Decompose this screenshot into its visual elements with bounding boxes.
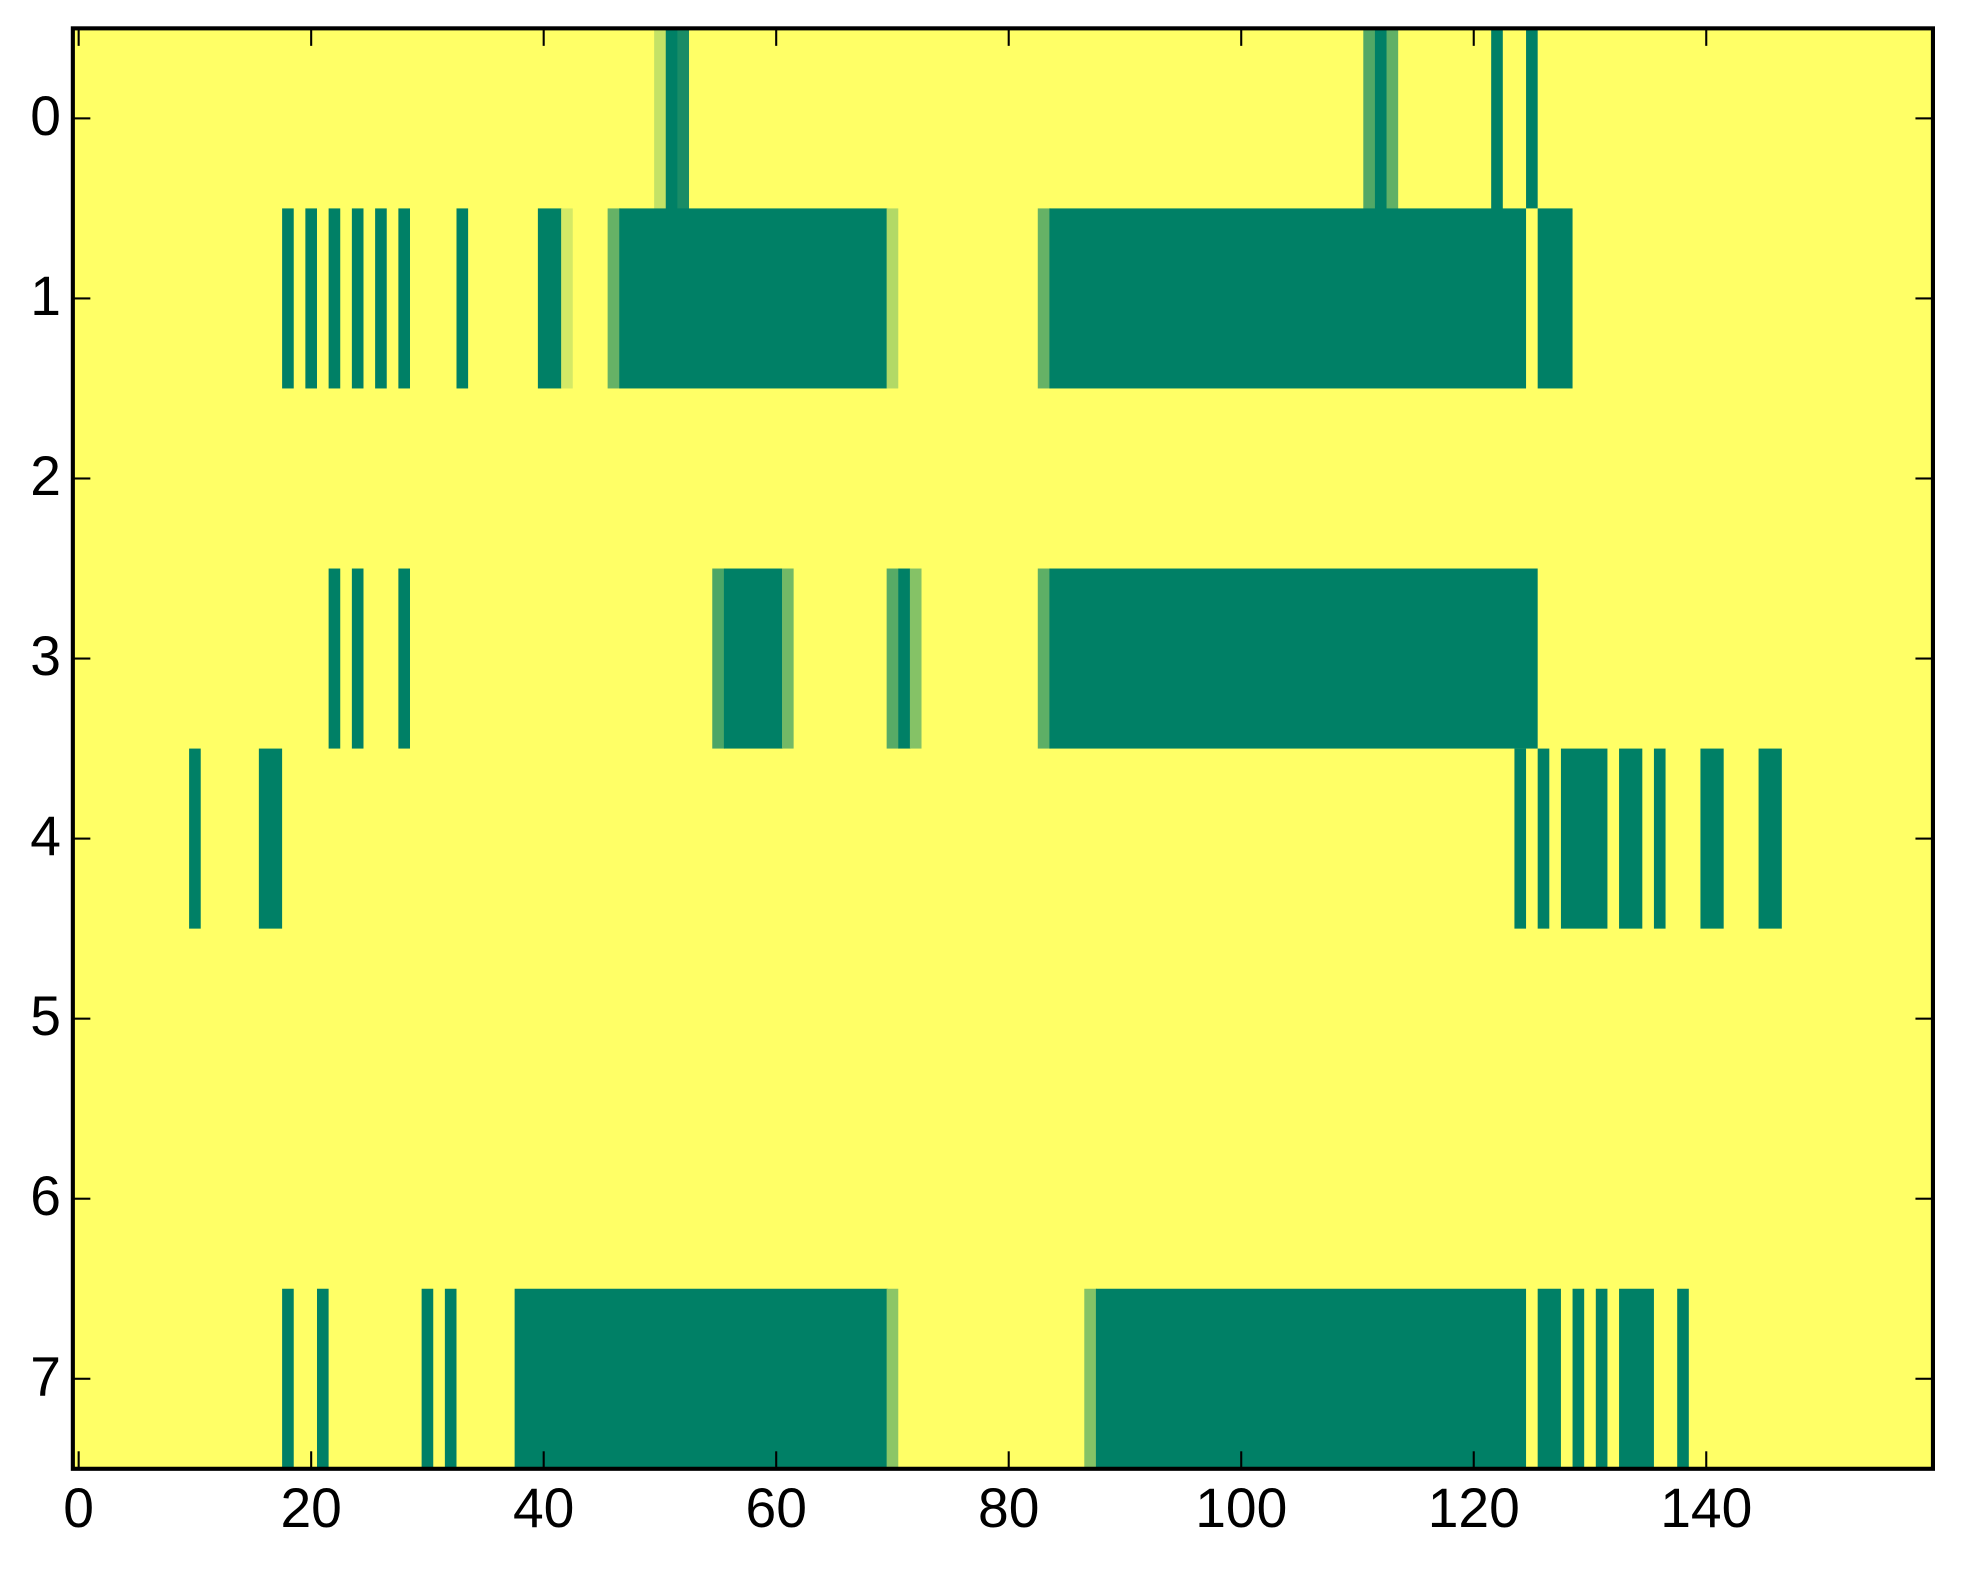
- svg-text:80: 80: [978, 1477, 1039, 1539]
- svg-text:0: 0: [63, 1477, 94, 1539]
- svg-text:5: 5: [30, 985, 61, 1047]
- svg-text:20: 20: [280, 1477, 341, 1539]
- svg-text:140: 140: [1660, 1477, 1752, 1539]
- svg-text:100: 100: [1195, 1477, 1287, 1539]
- svg-text:0: 0: [30, 85, 61, 147]
- svg-text:2: 2: [30, 445, 61, 507]
- svg-text:120: 120: [1428, 1477, 1520, 1539]
- svg-text:6: 6: [30, 1165, 61, 1227]
- svg-text:3: 3: [30, 625, 61, 687]
- svg-text:4: 4: [30, 805, 61, 867]
- svg-text:1: 1: [30, 265, 61, 327]
- svg-text:7: 7: [30, 1345, 61, 1407]
- svg-text:60: 60: [746, 1477, 807, 1539]
- svg-text:40: 40: [513, 1477, 574, 1539]
